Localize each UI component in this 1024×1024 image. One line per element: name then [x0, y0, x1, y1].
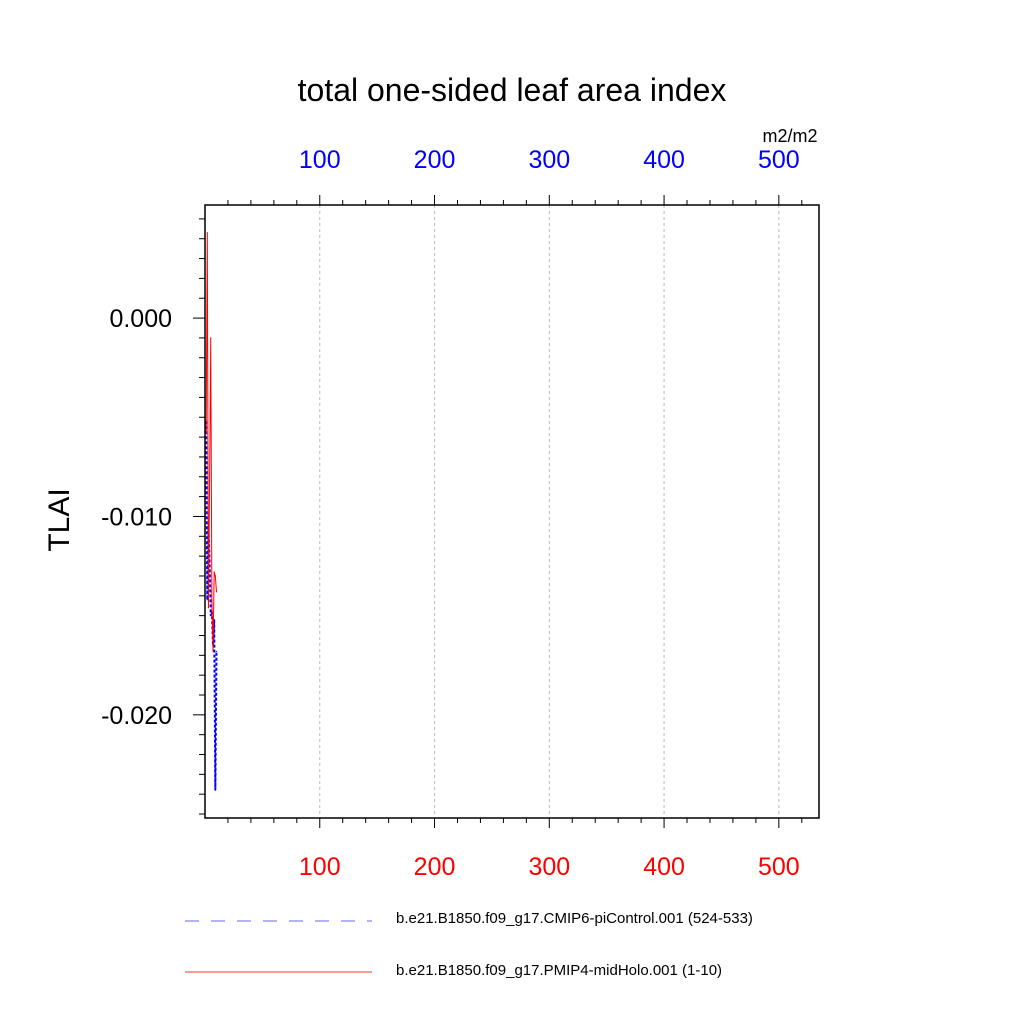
chart-title: total one-sided leaf area index — [297, 72, 727, 108]
data-point-midholo — [212, 650, 214, 652]
legend-layer — [185, 920, 372, 973]
data-point-midholo — [207, 607, 210, 609]
data-point-midholo — [210, 337, 212, 339]
data-point-midholo — [213, 571, 215, 573]
y-tick-label: -0.010 — [101, 503, 172, 531]
data-point-picontrol — [215, 650, 218, 652]
labels-layer: 100 200 300 400 500 100 200 300 400 500 0.000 -0.01… — [101, 146, 800, 881]
data-point-midholo — [211, 599, 213, 601]
x-tick-label-top: 300 — [528, 146, 570, 174]
x-tick-label-bottom: 400 — [643, 853, 685, 881]
y-axis-label: TLAI — [43, 488, 76, 552]
x-tick-label-top: 500 — [758, 146, 800, 174]
grid-layer — [319, 205, 780, 818]
data-point-picontrol — [210, 615, 212, 617]
y-tick-label: 0.000 — [109, 305, 172, 333]
x-tick-label-top: 400 — [643, 146, 685, 174]
plot-frame — [204, 204, 820, 819]
units-label: m2/m2 — [762, 126, 818, 146]
data-point-picontrol — [206, 599, 208, 601]
series-layer — [205, 232, 218, 791]
x-tick-label-top: 200 — [414, 146, 456, 174]
data-point-midholo — [214, 575, 216, 577]
data-point-picontrol — [214, 789, 216, 791]
x-tick-label-bottom: 200 — [414, 853, 456, 881]
legend-label-midholo: b.e21.B1850.f09_g17.PMIP4-midHolo.001 (1… — [396, 962, 723, 979]
x-tick-label-top: 100 — [299, 146, 341, 174]
x-tick-label-bottom: 300 — [528, 853, 570, 881]
data-point-midholo — [215, 591, 218, 593]
series-line-midholo — [205, 232, 217, 652]
x-tick-label-bottom: 500 — [758, 853, 800, 881]
ticks-layer — [193, 195, 803, 828]
x-tick-label-bottom: 100 — [299, 853, 341, 881]
data-point-midholo — [205, 432, 207, 434]
y-tick-label: -0.020 — [101, 702, 172, 730]
data-point-midholo — [208, 480, 211, 482]
legend-label-picontrol: b.e21.B1850.f09_g17.CMIP6-piControl.001 … — [396, 910, 753, 927]
data-point-midholo — [206, 232, 208, 234]
